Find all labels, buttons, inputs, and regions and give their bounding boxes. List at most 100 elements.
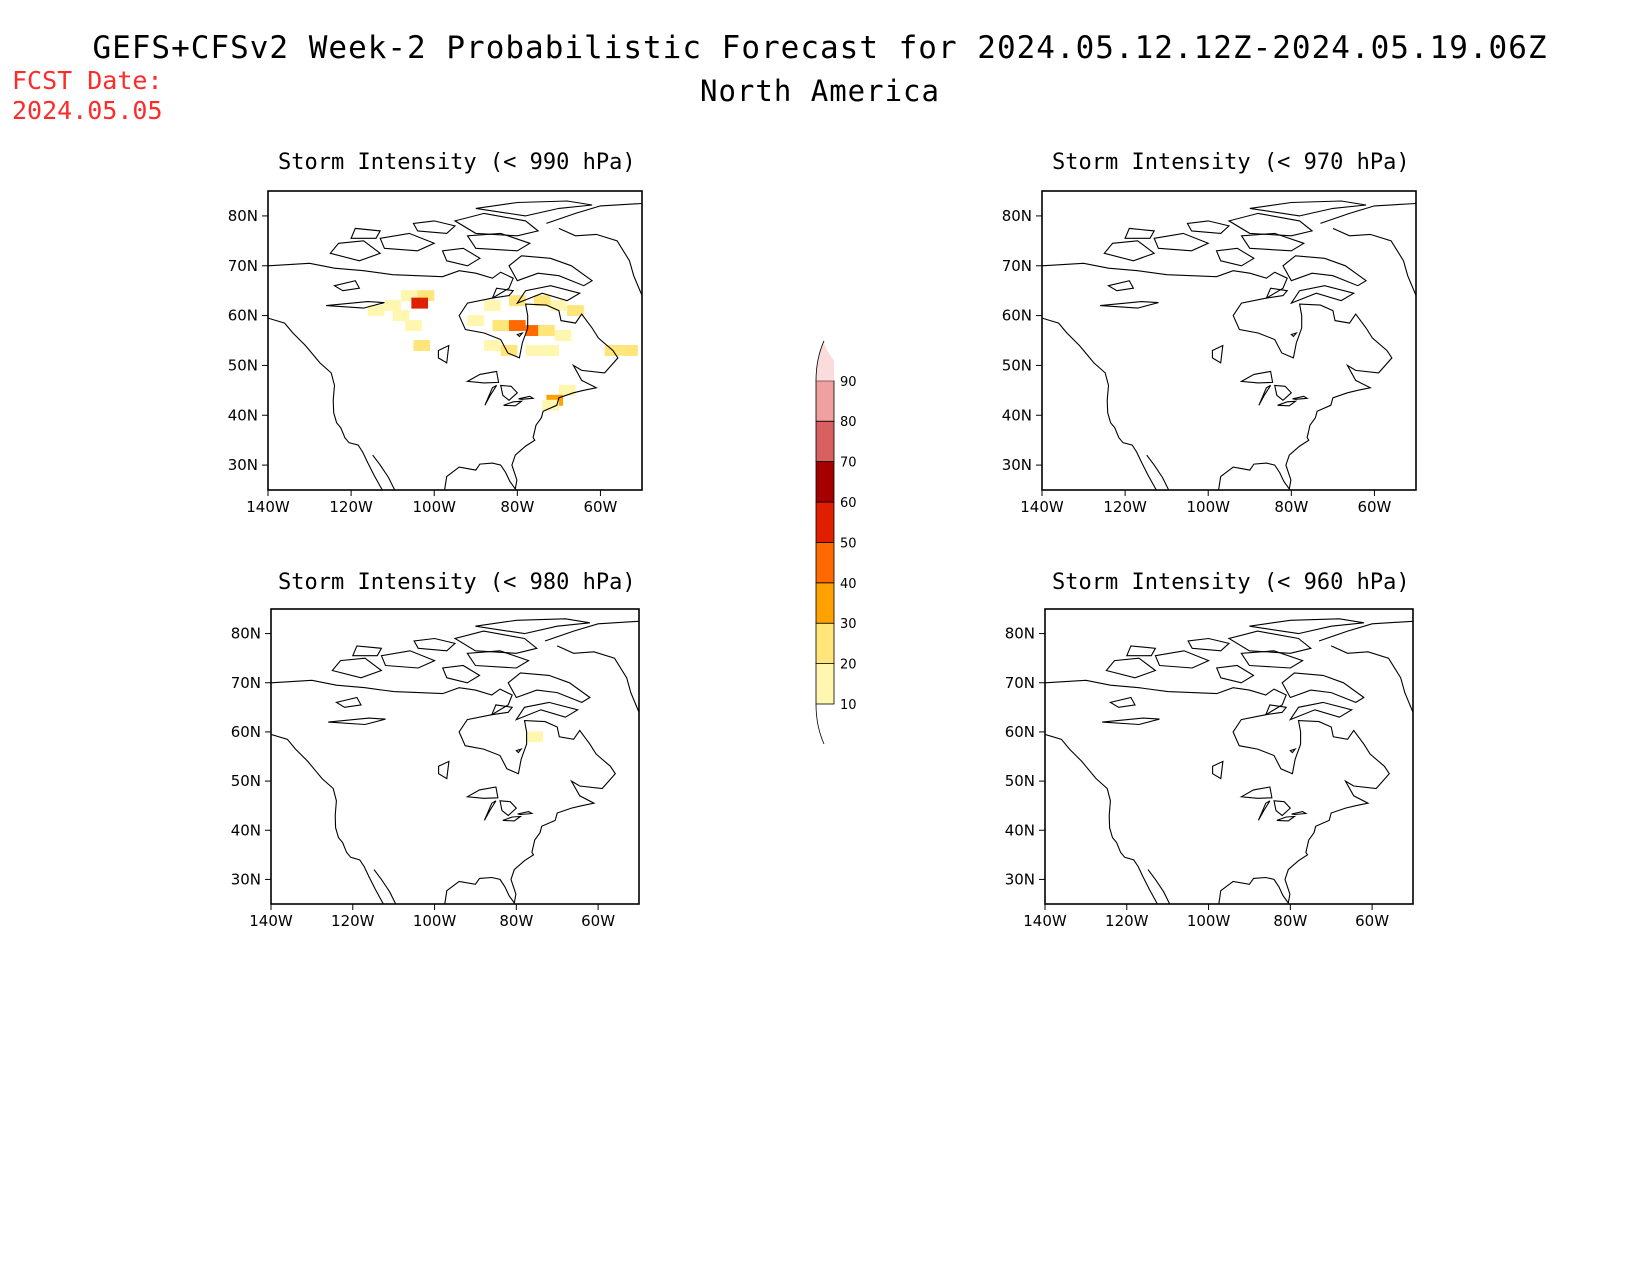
fcst-date-value: 2024.05.05: [12, 96, 163, 125]
lat-tick-label: 50N: [231, 772, 261, 790]
lake: [1239, 786, 1273, 799]
colorbar-segment: [815, 622, 835, 665]
lake: [1108, 696, 1136, 708]
lake: [502, 815, 523, 822]
probability-cell: [413, 340, 431, 351]
lake: [465, 370, 500, 384]
colorbar-label: 30: [840, 617, 857, 632]
colorbar-segment: [815, 420, 835, 463]
lake: [1239, 370, 1274, 384]
colorbar-segment: [815, 582, 835, 624]
arctic-island: [1186, 220, 1231, 234]
lat-tick-label: 70N: [228, 257, 258, 275]
baja-coast: [1147, 869, 1171, 904]
arctic-island: [514, 701, 580, 721]
probability-cell: [525, 344, 543, 356]
arctic-island: [453, 212, 540, 237]
probability-cell: [400, 290, 418, 302]
arctic-island: [1282, 255, 1368, 287]
colorbar-label: 60: [840, 496, 857, 511]
lat-tick-label: 30N: [1005, 870, 1035, 888]
map-frame: [1044, 608, 1414, 905]
lon-tick-label: 100W: [412, 498, 456, 516]
lake: [465, 786, 499, 799]
lat-tick-label: 30N: [1002, 456, 1032, 474]
greenland-north-coast: [1320, 202, 1416, 224]
probability-cell: [405, 320, 422, 332]
arctic-island: [1215, 247, 1255, 267]
coastline: [1045, 679, 1390, 904]
probability-cell: [367, 305, 385, 317]
lat-tick-label: 40N: [1005, 821, 1035, 839]
arctic-island: [475, 200, 593, 217]
lon-tick-label: 80W: [1273, 912, 1307, 930]
arctic-island: [379, 232, 436, 252]
lake: [1257, 800, 1271, 821]
probability-cell: [538, 325, 555, 337]
lake: [500, 384, 519, 402]
probability-cell: [542, 344, 559, 356]
colorbar-segment: [815, 542, 835, 584]
arctic-island: [1125, 645, 1157, 657]
arctic-island: [412, 220, 457, 234]
coastline: [271, 679, 616, 904]
greenland-north-coast: [546, 202, 642, 224]
lat-tick-label: 30N: [231, 870, 261, 888]
probability-cell: [411, 297, 428, 309]
colorbar-segment: [815, 380, 835, 422]
greenland-coast: [1330, 645, 1413, 713]
arctic-island: [1249, 618, 1364, 635]
panel-title-990: Storm Intensity (< 990 hPa): [278, 150, 636, 175]
lon-tick-label: 140W: [249, 912, 293, 930]
probability-cell: [492, 320, 510, 332]
arctic-island: [441, 247, 481, 267]
colorbar-segment: [815, 461, 835, 503]
probability-cell: [542, 399, 559, 411]
probability-cell: [509, 320, 526, 332]
arctic-island: [1240, 650, 1304, 669]
lake: [326, 301, 385, 309]
greenland-north-coast: [544, 620, 639, 642]
lon-tick-label: 60W: [581, 912, 615, 930]
main-title: GEFS+CFSv2 Week-2 Probabilistic Forecast…: [92, 30, 1548, 66]
lat-tick-label: 60N: [231, 723, 261, 741]
colorbar-label: 10: [840, 698, 857, 713]
lon-tick-label: 60W: [583, 498, 617, 516]
lake: [499, 800, 518, 817]
arctic-island: [1289, 285, 1356, 305]
arctic-island: [1103, 240, 1156, 262]
lat-tick-label: 50N: [228, 356, 258, 374]
arctic-island: [475, 618, 590, 635]
lon-tick-label: 140W: [246, 498, 290, 516]
lon-tick-label: 120W: [1103, 498, 1147, 516]
probability-cell: [526, 731, 543, 743]
probability-cell: [509, 295, 526, 307]
arctic-island: [1154, 650, 1211, 669]
lake: [1102, 717, 1160, 726]
arctic-island: [466, 232, 532, 252]
arctic-island: [413, 637, 457, 652]
lon-tick-label: 80W: [500, 498, 534, 516]
panel-title-980: Storm Intensity (< 980 hPa): [278, 570, 636, 595]
lat-tick-label: 50N: [1005, 772, 1035, 790]
colorbar-label: 70: [840, 456, 857, 471]
arctic-island: [1124, 227, 1156, 239]
fcst-date-label: FCST Date:: [12, 66, 163, 95]
hudson-bay-island: [515, 748, 523, 754]
map-content: [1042, 200, 1416, 490]
arctic-island: [1240, 232, 1306, 252]
lon-tick-label: 120W: [331, 912, 375, 930]
colorbar-top-edge: [815, 340, 825, 381]
arctic-island: [1105, 657, 1157, 679]
arctic-island: [1288, 701, 1354, 721]
lake: [1276, 815, 1297, 822]
probability-cell: [417, 290, 435, 302]
lake: [333, 280, 361, 292]
arctic-island: [1187, 637, 1231, 652]
hudson-bay-island: [1289, 748, 1297, 754]
lake: [1100, 301, 1159, 309]
lon-tick-label: 140W: [1023, 912, 1067, 930]
probability-cell: [484, 340, 501, 351]
